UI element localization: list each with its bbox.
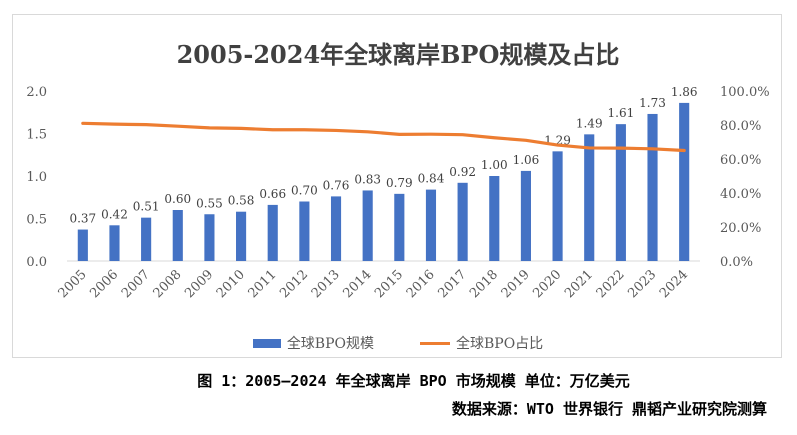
bar-value-label: 1.61: [608, 106, 635, 120]
bar: [647, 113, 658, 261]
bar-value-label: 0.92: [449, 165, 476, 179]
bar: [330, 196, 342, 261]
chart-frame: 2005-2024年全球离岸BPO规模及占比 0.0 0.5 1.0 1.5 2.0 0.…: [12, 14, 782, 358]
x-tick-label: 2006: [87, 267, 121, 301]
y-left-tick-label: 1.0: [26, 170, 47, 185]
x-tick-label: 2017: [435, 267, 469, 301]
bar: [425, 189, 437, 261]
bar-value-label: 0.55: [196, 196, 223, 210]
x-tick-label: 2015: [372, 267, 406, 301]
y-right-tick-label: 0.0%: [720, 255, 753, 270]
x-tick-label: 2018: [467, 267, 501, 301]
bar-value-label: 0.37: [69, 212, 96, 226]
bar: [172, 210, 183, 261]
source-caption: 数据来源：WTO 世界银行 鼎韬产业研究院测算: [451, 400, 767, 418]
bar: [552, 151, 563, 261]
x-tick-label: 2016: [404, 267, 438, 301]
bar-value-label: 0.83: [354, 172, 381, 186]
bar: [109, 225, 120, 261]
bar-value-label: 1.86: [671, 85, 698, 99]
x-tick-label: 2008: [151, 267, 185, 301]
share-line: [81, 121, 686, 153]
x-tick-label: 2010: [214, 267, 248, 301]
bar-value-label: 0.84: [418, 172, 445, 186]
y-left-tick-label: 0.5: [26, 213, 47, 228]
x-tick-label: 2009: [182, 267, 216, 301]
figure-caption: 图 1：2005—2024 年全球离岸 BPO 市场规模 单位：万亿美元: [197, 372, 630, 390]
bar: [204, 214, 215, 261]
legend-label-line: 全球BPO占比: [456, 336, 544, 352]
legend-item-bar: 全球BPO规模: [252, 333, 374, 353]
x-tick-label: 2013: [309, 267, 343, 301]
y-right-tick-label: 100.0%: [720, 85, 770, 100]
bar-value-label: 0.70: [291, 184, 318, 198]
x-tick-label: 2023: [625, 267, 659, 301]
bar: [394, 193, 405, 261]
x-tick-label: 2024: [657, 267, 691, 301]
bar-value-label: 0.58: [228, 194, 255, 208]
bar: [267, 204, 278, 261]
bar: [584, 134, 595, 261]
legend-swatch-bar: [252, 338, 281, 348]
y-left-tick-label: 2.0: [26, 85, 47, 100]
bar-value-label: 0.79: [386, 176, 413, 190]
bar: [615, 124, 626, 262]
y-left-tick-label: 1.5: [26, 128, 47, 143]
bar-value-label: 0.76: [323, 178, 350, 192]
chart-plot: 0.0 0.5 1.0 1.5 2.0 0.0% 20.0% 40.0% 60.0% 80.0% 1…: [26, 85, 770, 301]
x-tick-label: 2020: [530, 267, 564, 301]
bar: [236, 211, 247, 261]
chart-title: 2005-2024年全球离岸BPO规模及占比: [176, 40, 620, 69]
bar: [679, 102, 690, 262]
y-right-tick-label: 60.0%: [720, 153, 761, 168]
x-tick-label: 2019: [499, 267, 533, 301]
bar: [520, 170, 531, 261]
bar: [489, 176, 500, 261]
x-tick-label: 2007: [119, 267, 153, 301]
bar: [299, 201, 310, 261]
x-tick-label: 2012: [277, 267, 311, 301]
bar-value-label: 0.42: [101, 207, 128, 221]
legend-label-bar: 全球BPO规模: [286, 336, 374, 352]
y-right-tick-label: 80.0%: [720, 119, 761, 134]
bar-value-label: 1.49: [576, 116, 603, 130]
x-tick-label: 2022: [594, 267, 628, 301]
x-tick-label: 2005: [56, 267, 90, 301]
legend: 全球BPO规模 全球BPO占比: [13, 333, 783, 353]
bar: [141, 217, 152, 261]
y-left-tick-label: 0.0: [26, 255, 47, 270]
bar: [362, 190, 373, 261]
legend-item-line: 全球BPO占比: [420, 333, 543, 353]
y-right-tick-label: 40.0%: [720, 187, 761, 202]
bar-value-label: 0.60: [164, 192, 191, 206]
y-right-tick-label: 20.0%: [720, 221, 761, 236]
bar-value-label: 1.06: [513, 153, 540, 167]
bar-value-label: 0.66: [259, 187, 286, 201]
bar-value-label: 1.73: [639, 96, 666, 110]
bar-value-label: 0.51: [133, 200, 160, 214]
bar-value-label: 1.00: [481, 158, 508, 172]
x-tick-label: 2014: [340, 267, 374, 301]
x-tick-label: 2011: [246, 267, 280, 301]
bar: [457, 182, 468, 261]
x-tick-label: 2021: [562, 267, 596, 301]
bar: [77, 229, 88, 261]
legend-swatch-line: [420, 341, 450, 345]
